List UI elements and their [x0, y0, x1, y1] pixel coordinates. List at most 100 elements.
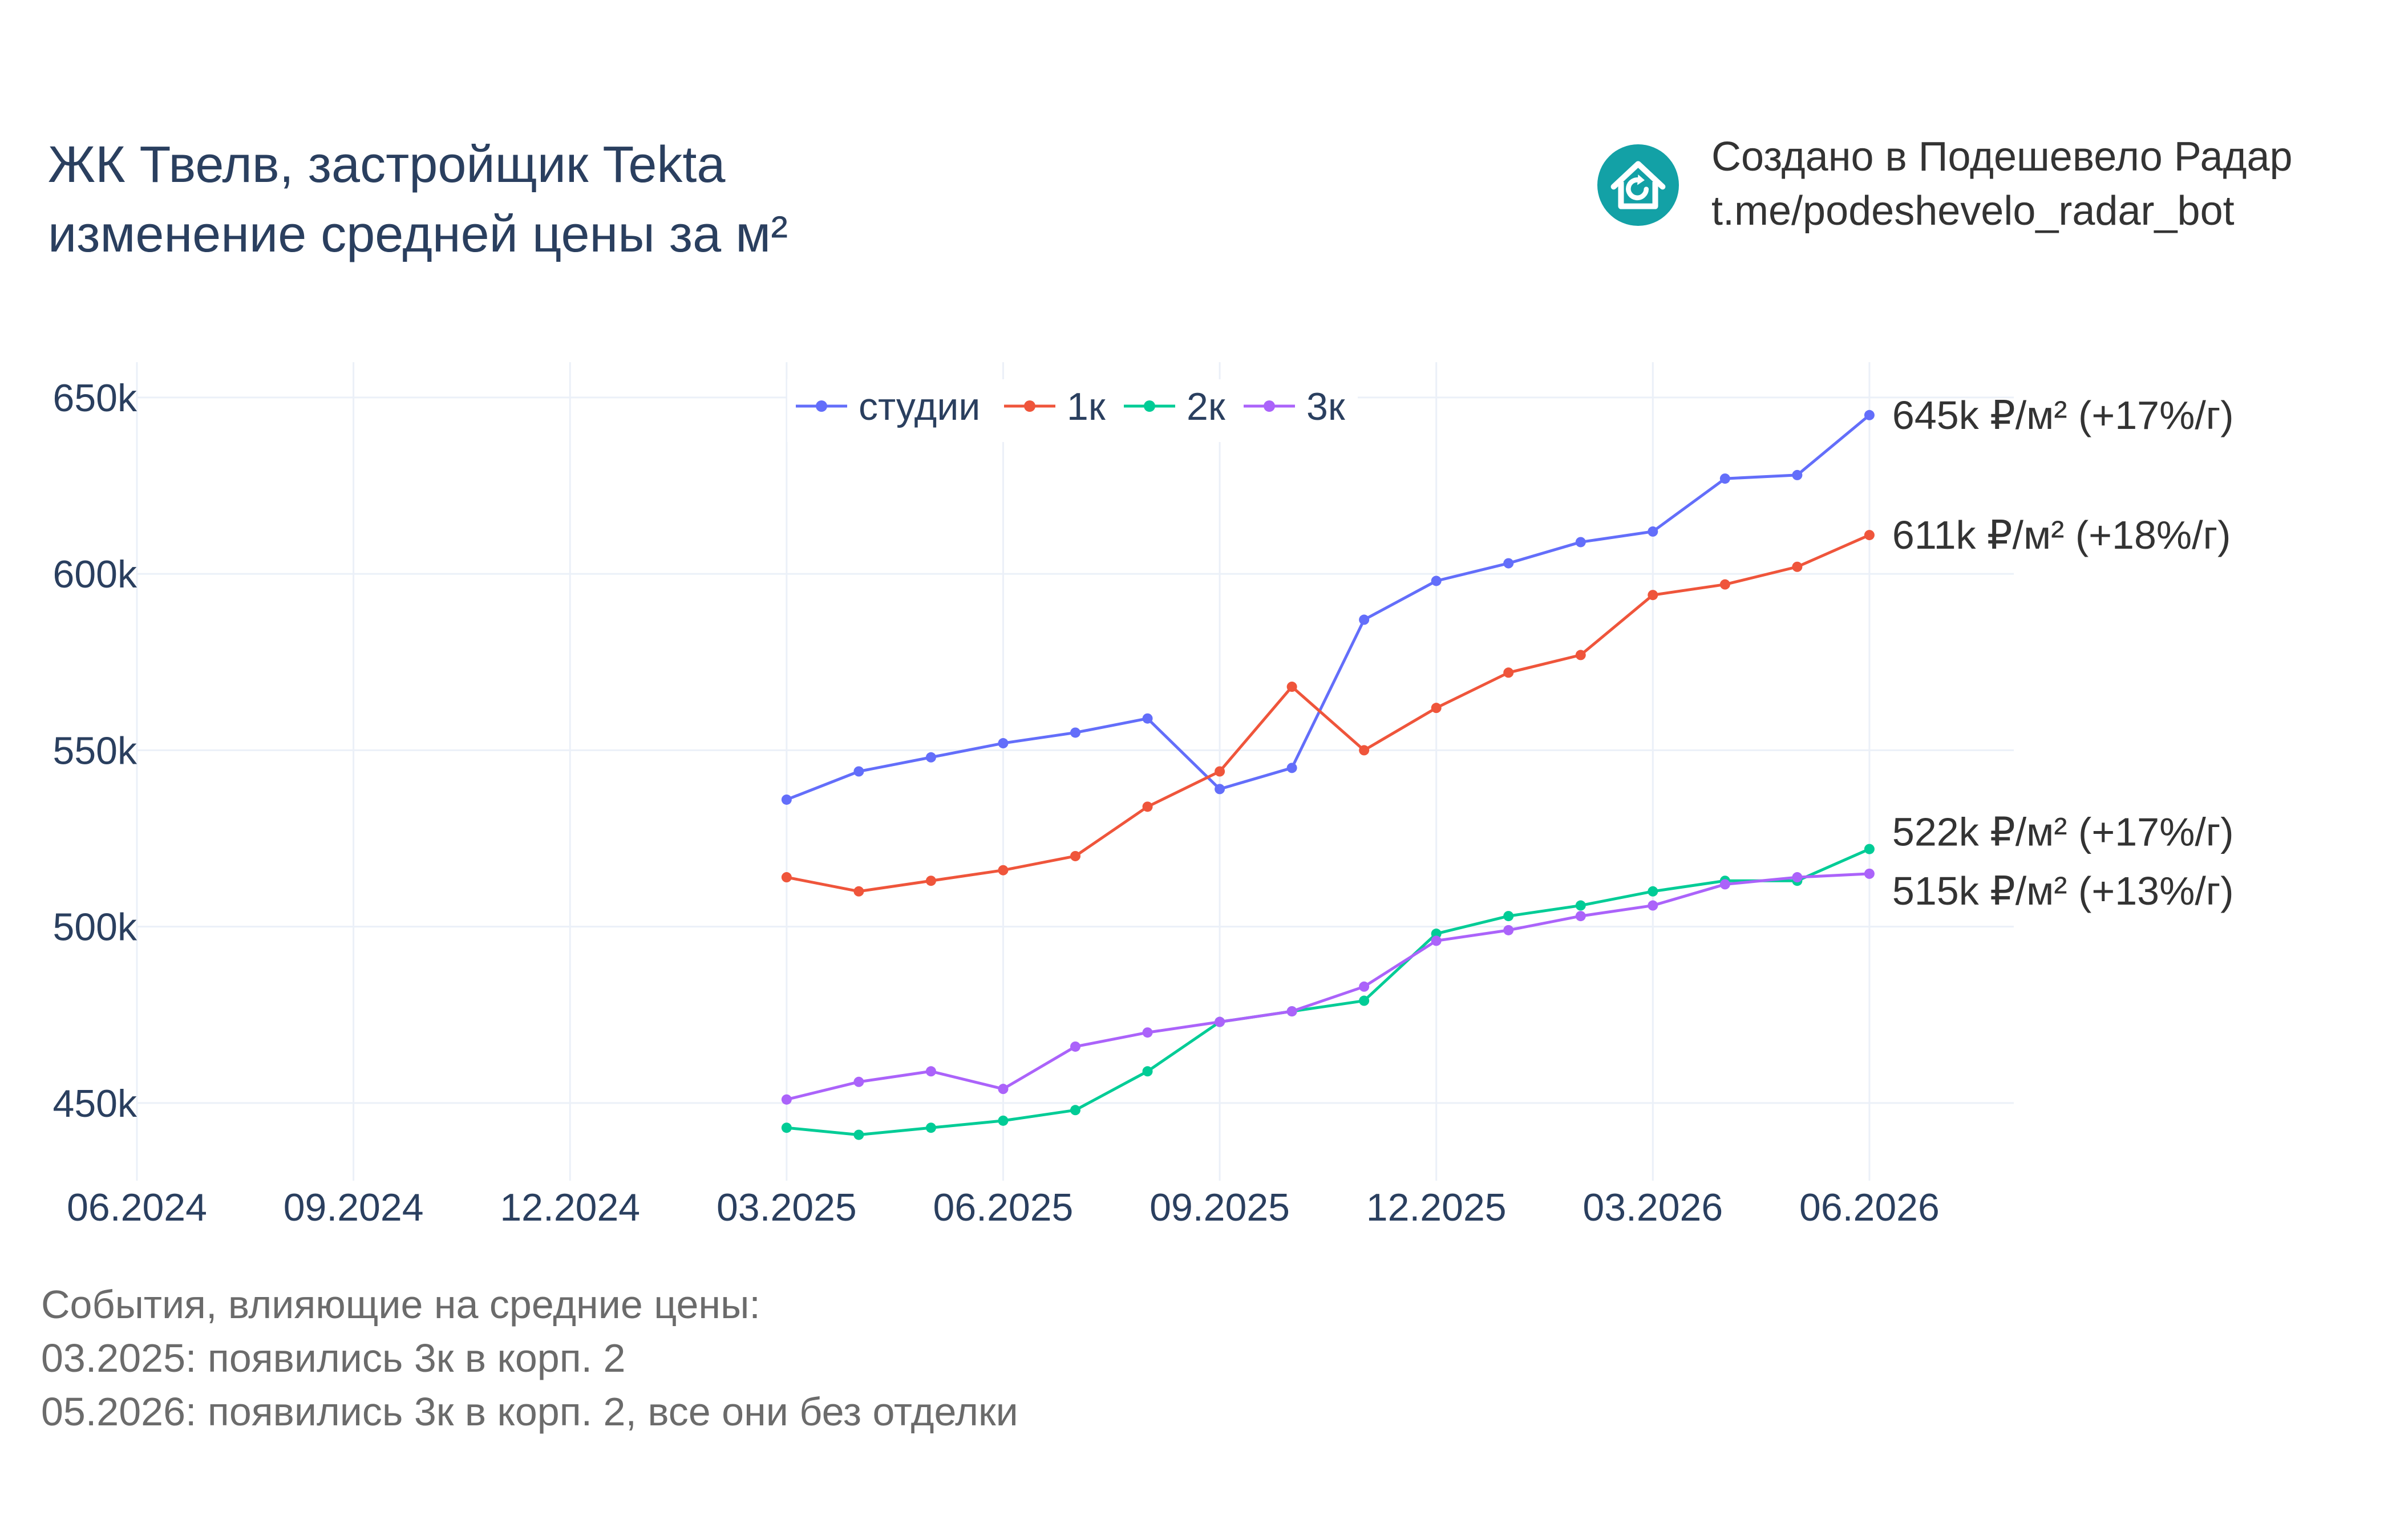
data-point[interactable] — [1286, 1006, 1297, 1017]
series-2 — [781, 530, 1875, 897]
data-point[interactable] — [1503, 558, 1514, 569]
legend-swatch-marker — [1024, 400, 1035, 412]
y-tick-label: 550k — [53, 729, 137, 772]
chart-grid — [136, 362, 2014, 1181]
data-point[interactable] — [1503, 667, 1514, 678]
brand-link[interactable]: t.me/podeshevelo_radar_bot — [1711, 188, 2235, 234]
data-point[interactable] — [1719, 473, 1730, 484]
series-line — [786, 414, 1871, 801]
series-3 — [781, 844, 1875, 1140]
data-point[interactable] — [1215, 784, 1225, 795]
data-point[interactable] — [1792, 469, 1803, 480]
data-point[interactable] — [1070, 727, 1080, 738]
data-point[interactable] — [1503, 925, 1514, 935]
data-point[interactable] — [1215, 766, 1225, 777]
data-point[interactable] — [1431, 935, 1442, 946]
data-point[interactable] — [1431, 576, 1442, 586]
data-point[interactable] — [1575, 900, 1586, 911]
y-tick-label: 450k — [53, 1082, 137, 1125]
data-point[interactable] — [1792, 561, 1803, 572]
data-point[interactable] — [1648, 590, 1658, 601]
data-point[interactable] — [1431, 929, 1442, 939]
data-point[interactable] — [1503, 911, 1514, 922]
legend-label: 1к — [1067, 385, 1106, 428]
data-point[interactable] — [1142, 1066, 1153, 1077]
data-point[interactable] — [853, 1076, 864, 1087]
data-point[interactable] — [1070, 1105, 1080, 1116]
y-tick-label: 650k — [53, 376, 137, 420]
data-point[interactable] — [853, 886, 864, 897]
x-tick-label: 03.2025 — [717, 1186, 857, 1229]
data-point[interactable] — [1792, 872, 1803, 883]
data-point[interactable] — [998, 1084, 1009, 1095]
data-point[interactable] — [1359, 745, 1370, 756]
data-point[interactable] — [1575, 650, 1586, 660]
data-point[interactable] — [998, 865, 1009, 876]
y-tick-label: 600k — [53, 553, 137, 596]
data-point[interactable] — [781, 1122, 792, 1133]
data-point[interactable] — [781, 794, 792, 805]
legend-item[interactable]: 3к — [1244, 385, 1346, 428]
data-point[interactable] — [925, 752, 936, 763]
data-point[interactable] — [853, 1129, 864, 1140]
data-point[interactable] — [1286, 763, 1297, 773]
data-point[interactable] — [998, 738, 1009, 749]
data-point[interactable] — [1070, 1041, 1080, 1052]
data-point[interactable] — [1575, 911, 1586, 922]
data-point[interactable] — [1142, 713, 1153, 724]
legend-item[interactable]: 2к — [1124, 385, 1226, 428]
events-note: События, влияющие на средние цены: 03.20… — [41, 1278, 1018, 1438]
data-point[interactable] — [781, 872, 792, 883]
data-point[interactable] — [1864, 530, 1875, 541]
data-point[interactable] — [925, 1066, 936, 1077]
data-point[interactable] — [1359, 981, 1370, 992]
data-point[interactable] — [1286, 682, 1297, 692]
series-line — [786, 533, 1870, 893]
data-point[interactable] — [1719, 579, 1730, 590]
data-point[interactable] — [925, 876, 936, 886]
data-point[interactable] — [1864, 410, 1875, 420]
x-tick-label: 09.2025 — [1150, 1186, 1290, 1229]
data-point[interactable] — [1864, 844, 1875, 854]
chart-axes: 06.2024 09.2024 12.2024 03.2025 06.2025 09.20… — [53, 376, 1940, 1229]
legend-label: 3к — [1306, 385, 1346, 428]
end-value-label: 515k ₽/м² (+13%/г) — [1892, 869, 2234, 913]
brand-text: Создано в Подешевело Радар t.me/podeshev… — [1711, 130, 2293, 238]
legend-item[interactable]: 1к — [1004, 385, 1106, 428]
event-item-1: 03.2025: появились 3к в корп. 2 — [41, 1336, 626, 1380]
data-point[interactable] — [1648, 886, 1658, 897]
x-tick-label: 12.2024 — [500, 1186, 640, 1229]
legend-swatch-marker — [816, 400, 827, 412]
legend-background — [787, 379, 1358, 442]
series-4 — [781, 868, 1875, 1105]
chart-title-line-1: ЖК Твелв, застройщик Tekta — [48, 136, 726, 193]
data-point[interactable] — [998, 1115, 1009, 1126]
data-point[interactable] — [1142, 801, 1153, 812]
end-value-label: 611k ₽/м² (+18%/г) — [1892, 513, 2231, 557]
data-point[interactable] — [1431, 703, 1442, 714]
data-point[interactable] — [1070, 850, 1080, 861]
data-point[interactable] — [1864, 868, 1875, 879]
legend-swatch-marker — [1264, 400, 1275, 412]
legend-swatch-marker — [1144, 400, 1155, 412]
data-point[interactable] — [1648, 526, 1658, 537]
data-point[interactable] — [1359, 614, 1370, 625]
data-point[interactable] — [925, 1122, 936, 1133]
data-point[interactable] — [1719, 879, 1730, 890]
house-refresh-icon — [1597, 144, 1679, 226]
chart-title: ЖК Твелв, застройщик Tekta изменение сре… — [48, 130, 788, 269]
data-point[interactable] — [1648, 900, 1658, 911]
chart-legend: студии 1к 2к 3к — [787, 379, 1358, 442]
data-point[interactable] — [1215, 1016, 1225, 1027]
data-point[interactable] — [1142, 1027, 1153, 1038]
legend-item[interactable]: студии — [796, 385, 980, 428]
x-tick-label: 06.2026 — [1799, 1186, 1940, 1229]
data-point[interactable] — [1359, 995, 1370, 1006]
legend-label: 2к — [1187, 385, 1226, 428]
x-tick-label: 12.2025 — [1366, 1186, 1507, 1229]
data-point[interactable] — [781, 1094, 792, 1105]
series-line — [786, 848, 1870, 1137]
data-point[interactable] — [853, 766, 864, 777]
data-point[interactable] — [1575, 537, 1586, 548]
event-item-2: 05.2026: появились 3к в корп. 2, все они… — [41, 1389, 1018, 1434]
